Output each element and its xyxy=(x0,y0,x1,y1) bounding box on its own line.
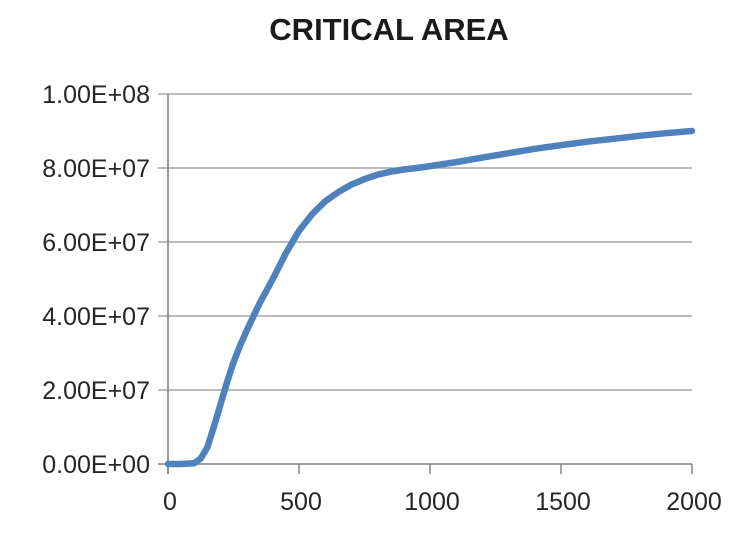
x-tick-label: 1000 xyxy=(404,488,460,516)
x-tick-label: 1500 xyxy=(535,488,591,516)
chart-title: CRITICAL AREA xyxy=(269,12,509,47)
y-tick-label: 1.00E+08 xyxy=(42,81,150,109)
series-line-critical-area xyxy=(164,127,696,468)
y-tick-label: 8.00E+07 xyxy=(42,155,150,183)
y-tick-label: 2.00E+07 xyxy=(42,377,150,405)
y-tick-label: 0.00E+00 xyxy=(42,451,150,479)
y-tick-label: 4.00E+07 xyxy=(42,303,150,331)
x-tick-label: 500 xyxy=(280,488,322,516)
x-tick-label: 2000 xyxy=(666,488,722,516)
y-tick-label: 6.00E+07 xyxy=(42,229,150,257)
x-tick-label: 0 xyxy=(163,488,177,516)
